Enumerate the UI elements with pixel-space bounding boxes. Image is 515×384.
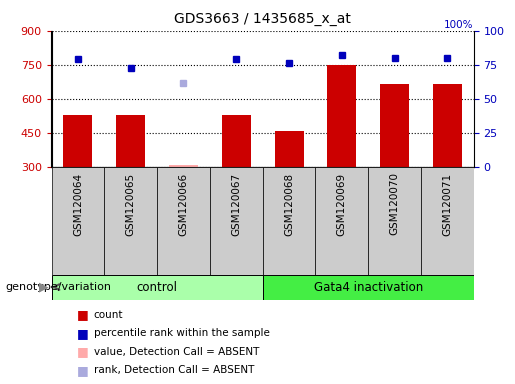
Bar (63, 115, 92, 167)
Bar (169, 165, 198, 167)
Text: GSM120071: GSM120071 (442, 172, 452, 235)
Bar (433, 84, 462, 167)
Text: GSM120064: GSM120064 (73, 172, 83, 235)
Bar (263, 275, 474, 300)
Bar (328, 65, 356, 167)
Bar (380, 84, 409, 167)
Text: GSM120067: GSM120067 (231, 172, 241, 235)
Bar (222, 115, 251, 167)
Text: value, Detection Call = ABSENT: value, Detection Call = ABSENT (94, 347, 259, 357)
Bar (52, 167, 104, 275)
Text: ■: ■ (77, 364, 89, 377)
Bar (157, 167, 210, 275)
Bar (274, 131, 303, 167)
Text: control: control (136, 281, 178, 293)
Text: rank, Detection Call = ABSENT: rank, Detection Call = ABSENT (94, 365, 254, 375)
Title: GDS3663 / 1435685_x_at: GDS3663 / 1435685_x_at (174, 12, 351, 25)
Text: ■: ■ (77, 327, 89, 340)
Text: GSM120068: GSM120068 (284, 172, 294, 235)
Text: 100%: 100% (444, 20, 474, 30)
Bar (315, 167, 368, 275)
Text: GSM120069: GSM120069 (337, 172, 347, 235)
Text: GSM120066: GSM120066 (179, 172, 188, 235)
Bar (52, 275, 263, 300)
Text: GSM120070: GSM120070 (390, 172, 400, 235)
Bar (421, 167, 474, 275)
Text: Gata4 inactivation: Gata4 inactivation (314, 281, 423, 293)
Text: ■: ■ (77, 345, 89, 358)
Bar (104, 167, 157, 275)
Bar (210, 167, 263, 275)
Bar (263, 167, 315, 275)
Bar (116, 115, 145, 167)
Bar (368, 167, 421, 275)
Text: count: count (94, 310, 123, 320)
Text: percentile rank within the sample: percentile rank within the sample (94, 328, 270, 338)
Text: ▶: ▶ (39, 281, 49, 293)
Text: genotype/variation: genotype/variation (5, 282, 111, 292)
Text: GSM120065: GSM120065 (126, 172, 135, 235)
Text: ■: ■ (77, 308, 89, 321)
